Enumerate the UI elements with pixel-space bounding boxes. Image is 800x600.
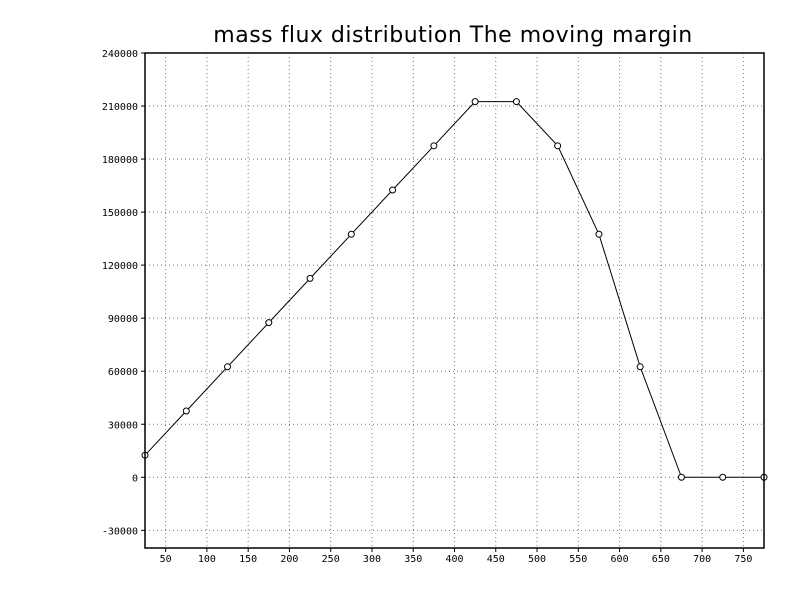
x-tick-label: 300: [363, 554, 381, 565]
y-tick-label: 90000: [108, 314, 138, 325]
x-tick-label: 350: [404, 554, 422, 565]
y-tick-label: 120000: [102, 261, 138, 272]
y-tick-label: 0: [132, 473, 138, 484]
y-tick-label: 180000: [102, 155, 138, 166]
data-point: [389, 186, 397, 194]
data-point: [224, 363, 232, 371]
plot-frame: [144, 52, 765, 549]
x-tick-label: 150: [239, 554, 257, 565]
x-tick-label: 700: [693, 554, 711, 565]
data-point: [677, 473, 685, 481]
data-point: [347, 230, 355, 238]
x-tick-label: 500: [528, 554, 546, 565]
x-tick-label: 200: [280, 554, 298, 565]
data-point: [471, 98, 479, 106]
x-tick-label: 600: [611, 554, 629, 565]
y-tick-label: 240000: [102, 49, 138, 60]
data-point: [306, 274, 314, 282]
data-point: [430, 142, 438, 150]
series-line: [144, 101, 764, 478]
x-tick-label: 50: [160, 554, 172, 565]
y-tick-label: 210000: [102, 102, 138, 113]
x-tick-label: 400: [445, 554, 463, 565]
y-tick-label: 150000: [102, 208, 138, 219]
x-tick-label: 550: [569, 554, 587, 565]
x-tick-label: 250: [322, 554, 340, 565]
series-points-group: [141, 98, 768, 481]
data-point: [636, 363, 644, 371]
series-line-group: [144, 101, 764, 478]
y-tick-label: 60000: [108, 367, 138, 378]
x-tick-label: 100: [198, 554, 216, 565]
x-axis: 50 100 150 200 250 300 350 400 450 500 550 600 650 70…: [160, 548, 752, 565]
data-point: [595, 230, 603, 238]
data-point: [554, 142, 562, 150]
x-tick-label: 450: [487, 554, 505, 565]
y-axis: -30000 0 30000 60000 90000 120000 150000 180000…: [102, 49, 145, 537]
x-tick-label: 650: [652, 554, 670, 565]
y-tick-label: -30000: [102, 526, 138, 537]
data-point: [512, 98, 520, 106]
x-tick-label: 750: [734, 554, 752, 565]
chart-title: mass flux distribution The moving margin: [213, 23, 692, 48]
data-point: [719, 473, 727, 481]
data-point: [265, 319, 273, 327]
grid: [145, 53, 764, 548]
data-point: [182, 407, 190, 415]
y-tick-label: 30000: [108, 420, 138, 431]
